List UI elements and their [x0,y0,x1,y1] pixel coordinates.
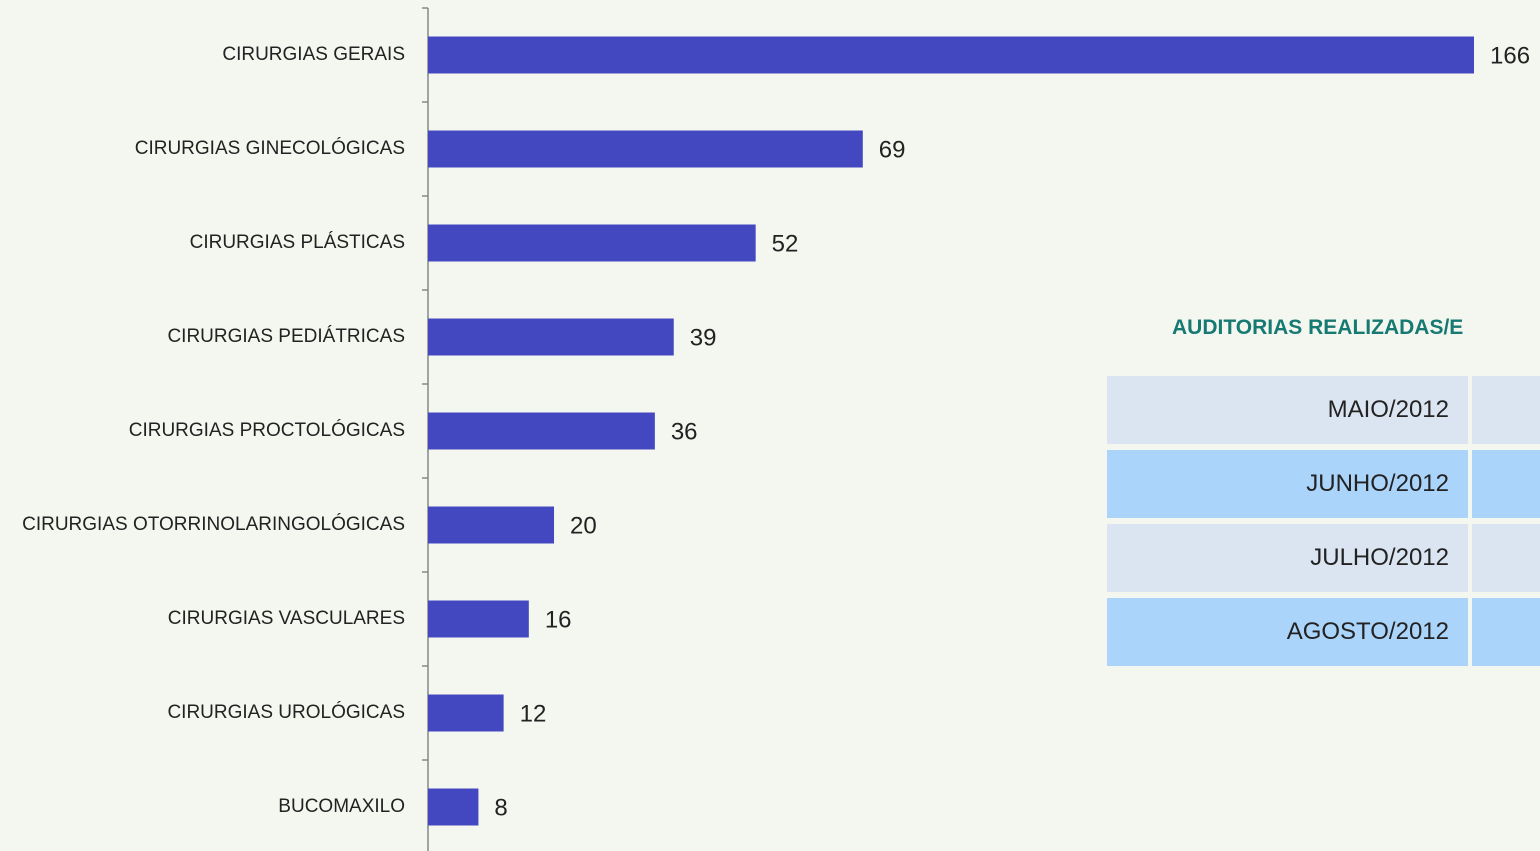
table-row: MAIO/2012 [1107,376,1540,444]
category-label: CIRURGIAS PLÁSTICAS [190,232,405,253]
bar [428,36,1474,74]
table-cell: JUNHO/2012 [1107,450,1468,518]
table-cell [1472,450,1540,518]
category-label: CIRURGIAS PROCTOLÓGICAS [129,419,405,441]
bar [428,318,674,356]
table: MAIO/2012 JUNHO/2012 JULHO/2012 AGOSTO/2012 [1107,376,1540,672]
bar [428,224,756,262]
table-cell [1472,376,1540,444]
category-label: CIRURGIAS GINECOLÓGICAS [135,137,405,159]
category-label: BUCOMAXILO [278,796,405,817]
table-row: JUNHO/2012 [1107,450,1540,518]
value-label: 39 [690,324,717,351]
bar [428,412,655,450]
value-label: 69 [879,136,906,163]
bar [428,600,529,638]
bar [428,506,555,544]
value-label: 16 [545,606,572,633]
value-label: 36 [671,418,698,445]
table-title: AUDITORIAS REALIZADAS/E [1172,316,1464,339]
value-label: 8 [494,794,507,821]
table-row: JULHO/2012 [1107,524,1540,592]
category-label: CIRURGIAS OTORRINOLARINGOLÓGICAS [22,513,405,535]
value-label: 52 [772,230,799,257]
table-row: AGOSTO/2012 [1107,598,1540,666]
bar [428,788,479,826]
table-cell [1472,524,1540,592]
category-label: CIRURGIAS UROLÓGICAS [167,701,405,723]
table-cell: AGOSTO/2012 [1107,598,1468,666]
category-label: CIRURGIAS PEDIÁTRICAS [167,326,405,347]
bar [428,694,504,732]
table-cell: JULHO/2012 [1107,524,1468,592]
bar [428,130,863,168]
value-label: 166 [1490,42,1530,69]
category-label: CIRURGIAS VASCULARES [168,608,405,629]
table-cell [1472,598,1540,666]
value-label: 20 [570,512,597,539]
category-label: CIRURGIAS GERAIS [222,44,405,65]
table-cell: MAIO/2012 [1107,376,1468,444]
value-label: 12 [520,700,547,727]
